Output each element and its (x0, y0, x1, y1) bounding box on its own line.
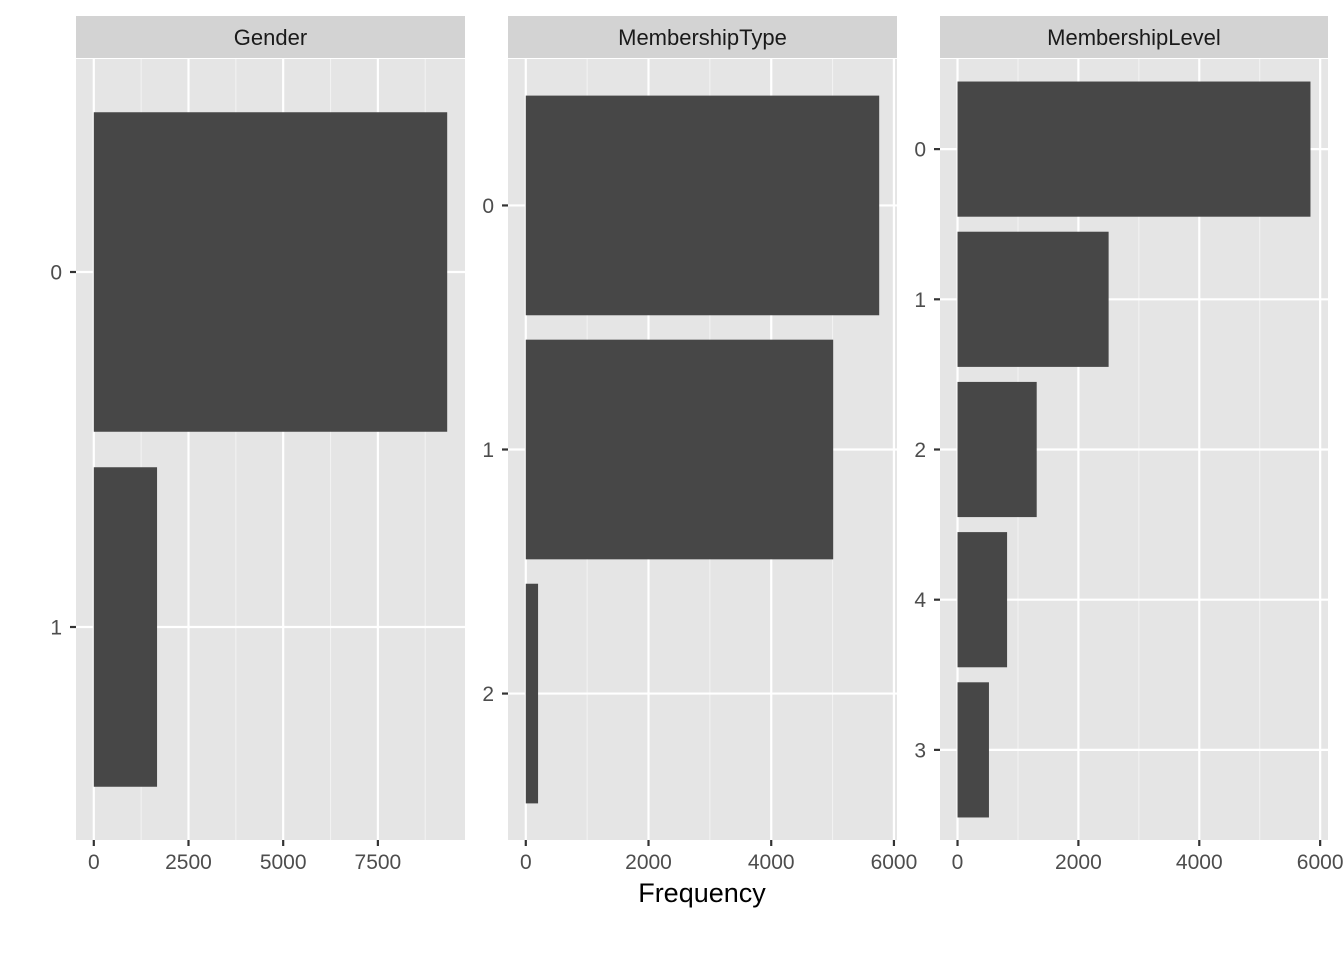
y-tick-label: 0 (482, 195, 494, 218)
y-tick-label: 0 (50, 262, 62, 285)
y-tick-label: 2 (914, 439, 926, 462)
chart-panels: Gender 0 1 0 2500 5000 7500 MembershipType 0 1 2 0 2… (50, 16, 1344, 874)
x-tick-label: 4000 (748, 851, 795, 874)
x-tick-label: 0 (520, 851, 532, 874)
x-tick-label: 2000 (625, 851, 672, 874)
facet-strip (508, 16, 897, 58)
bar-membershiptype-0 (525, 95, 880, 316)
facet-title: Gender (234, 25, 307, 50)
bar-membershiplevel-3 (957, 682, 989, 818)
x-tick-label: 6000 (1297, 851, 1344, 874)
panel-gender: Gender 0 1 0 2500 5000 7500 (50, 16, 465, 874)
y-tick-label: 1 (50, 617, 62, 640)
bar-membershiptype-1 (525, 339, 834, 560)
panel-membershiplevel: MembershipLevel 0 1 2 4 3 0 2000 4000 6000 (914, 16, 1344, 874)
bar-membershiplevel-4 (957, 532, 1008, 668)
bar-membershiplevel-1 (957, 231, 1109, 367)
y-tick-label: 4 (914, 589, 926, 612)
x-tick-label: 7500 (355, 851, 402, 874)
facet-title: MembershipType (618, 25, 787, 50)
facet-title: MembershipLevel (1047, 25, 1221, 50)
x-tick-label: 0 (952, 851, 964, 874)
bar-gender-0 (93, 112, 448, 432)
x-tick-label: 6000 (871, 851, 918, 874)
bar-membershiplevel-0 (957, 81, 1311, 217)
y-tick-label: 2 (482, 683, 494, 706)
x-axis-title: Frequency (638, 878, 766, 908)
y-tick-label: 3 (914, 739, 926, 762)
y-tick-label: 1 (914, 289, 926, 312)
y-tick-label: 1 (482, 439, 494, 462)
x-tick-label: 2500 (165, 851, 212, 874)
x-tick-label: 5000 (260, 851, 307, 874)
x-tick-label: 4000 (1176, 851, 1223, 874)
bar-membershiptype-2 (525, 583, 539, 804)
x-tick-label: 2000 (1055, 851, 1102, 874)
x-tick-label: 0 (88, 851, 100, 874)
facet-strip (940, 16, 1328, 58)
bar-membershiplevel-2 (957, 381, 1037, 518)
y-tick-label: 0 (914, 139, 926, 162)
facet-strip (76, 16, 465, 58)
panel-membershiptype: MembershipType 0 1 2 0 2000 4000 6000 (482, 16, 917, 874)
bar-gender-1 (93, 467, 158, 787)
